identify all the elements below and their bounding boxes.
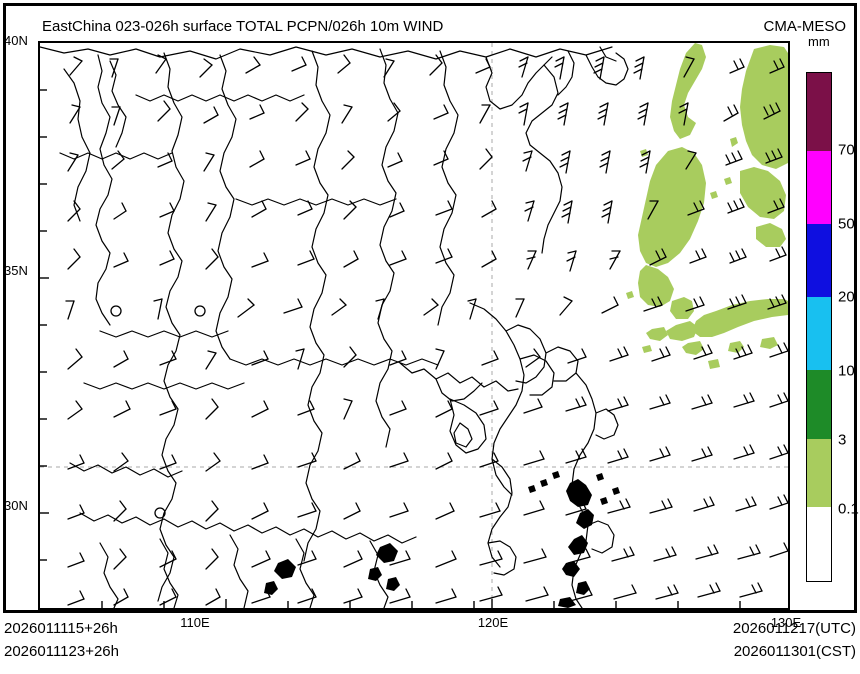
colorbar-band-10-20 — [807, 297, 831, 371]
lon-label-110e: 110E — [180, 615, 210, 630]
wind-barb-layer — [65, 54, 788, 606]
footer-valid-time-cst: 2026011301(CST) — [733, 643, 856, 660]
colorbar-band-20-50 — [807, 223, 831, 297]
colorbar-tick-50: 50 — [838, 215, 855, 233]
colorbar-tick-20: 20 — [838, 288, 855, 306]
lat-label-40n: 40N — [4, 33, 28, 48]
map-plot-area[interactable] — [38, 41, 790, 610]
map-boundaries — [40, 46, 629, 608]
colorbar-tick-3: 3 — [838, 431, 847, 449]
footer-valid-time-utc: 2026011217(UTC) — [732, 620, 856, 637]
colorbar-band-0.1-3 — [807, 438, 831, 508]
model-label: CMA-MESO — [763, 18, 847, 35]
axis-ticks — [40, 89, 741, 608]
footer-init-time-cst: 2026011123+26h — [4, 643, 119, 660]
lat-label-35n: 35N — [4, 263, 28, 278]
footer-init-time-utc: 2026011115+26h — [4, 620, 118, 637]
colorbar-band-50-70 — [807, 150, 831, 224]
page-title: EastChina 023-026h surface TOTAL PCPN/02… — [42, 18, 444, 35]
colorbar-tick-10: 10 — [838, 362, 855, 380]
map-canvas — [40, 43, 788, 608]
colorbar-band-3-10 — [807, 370, 831, 439]
colorbar-band-70plus — [807, 73, 831, 151]
colorbar-band-0-0.1 — [807, 507, 831, 581]
lon-label-120e: 120E — [477, 615, 509, 630]
lat-label-30n: 30N — [4, 498, 28, 513]
colorbar-unit-label: mm — [808, 34, 830, 49]
colorbar-tick-0.1: 0.1 — [838, 500, 859, 518]
lon-label-130e: 130E — [770, 615, 802, 630]
gridlines — [40, 43, 788, 608]
outer-border — [3, 3, 857, 613]
island-speckle — [264, 471, 620, 608]
precip-shading-layer — [626, 43, 788, 369]
colorbar — [806, 72, 832, 582]
colorbar-tick-70: 70 — [838, 141, 855, 159]
